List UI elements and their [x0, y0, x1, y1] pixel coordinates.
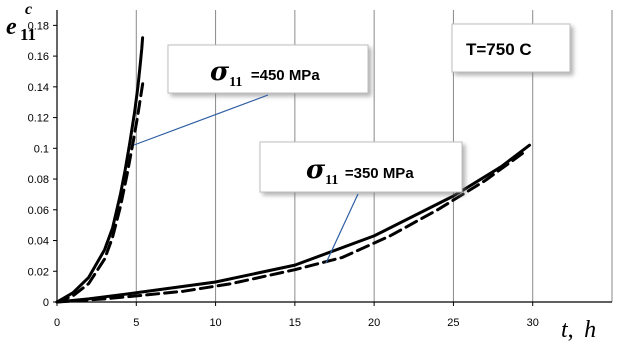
y-tick-label-6: 0.12	[28, 113, 49, 125]
x-tick-label-3: 15	[289, 317, 301, 329]
temperature-text: T=750 C	[466, 40, 532, 59]
x-axis-label-sep: ,	[568, 317, 574, 343]
y-axis-label-sub: 11	[20, 25, 36, 44]
series-450-dashed	[55, 77, 145, 304]
series-350-solid	[55, 143, 531, 304]
y-tick-label-5: 0.1	[34, 143, 49, 155]
annotation-350-box	[259, 141, 463, 193]
y-axis-label: e 11 c	[6, 1, 41, 44]
x-tick-label-6: 30	[527, 317, 539, 329]
y-tick-label-0: 0	[43, 297, 49, 309]
annotation-450-box	[167, 44, 369, 94]
axes	[53, 10, 612, 306]
x-tick-label-0: 0	[54, 317, 60, 329]
y-tick-labels: 0 0.02 0.04 0.06 0.08 0.1 0.12 0.14 0.16 0.18	[28, 20, 49, 309]
x-axis-label: t, h	[561, 317, 596, 343]
y-tick-label-2: 0.04	[28, 236, 49, 248]
annotation-450-sigma: σ	[210, 57, 230, 87]
x-tick-labels: 0 5 10 15 20 25 30	[54, 317, 539, 329]
series-lines	[55, 36, 531, 304]
x-tick-label-4: 20	[368, 317, 380, 329]
annotation-350: σ11 =350 MPa	[259, 141, 463, 264]
x-tick-label-5: 25	[447, 317, 459, 329]
x-axis-label-unit: h	[584, 317, 596, 343]
y-axis-label-sup: c	[25, 1, 32, 18]
series-350-dashed	[55, 151, 525, 304]
y-tick-label-8: 0.16	[28, 51, 49, 63]
annotation-350-text: σ11 =350 MPa	[306, 155, 414, 188]
y-axis-label-main: e	[6, 14, 17, 40]
y-tick-label-4: 0.08	[28, 174, 49, 186]
annotation-450-pointer	[133, 94, 269, 146]
x-axis-label-main: t	[561, 317, 569, 343]
temperature-annotation: T=750 C	[451, 23, 571, 73]
temperature-box	[451, 23, 571, 73]
annotation-450-value: =450 MPa	[251, 67, 320, 84]
y-tick-label-1: 0.02	[28, 266, 49, 278]
series-450-solid	[55, 36, 145, 304]
annotation-350-pointer	[325, 193, 359, 264]
annotation-450-sub: 11	[229, 75, 242, 90]
y-tick-label-9: 0.18	[28, 20, 49, 32]
annotation-350-value: =350 MPa	[345, 165, 414, 182]
annotation-450: σ11 =450 MPa	[133, 44, 369, 146]
y-tick-label-3: 0.06	[28, 205, 49, 217]
annotation-450-text: σ11 =450 MPa	[210, 57, 320, 90]
annotation-350-sub: 11	[325, 173, 338, 188]
annotation-350-sigma: σ	[306, 155, 326, 185]
x-tick-label-2: 10	[209, 317, 221, 329]
y-tick-label-7: 0.14	[28, 82, 49, 94]
x-tick-label-1: 5	[133, 317, 139, 329]
